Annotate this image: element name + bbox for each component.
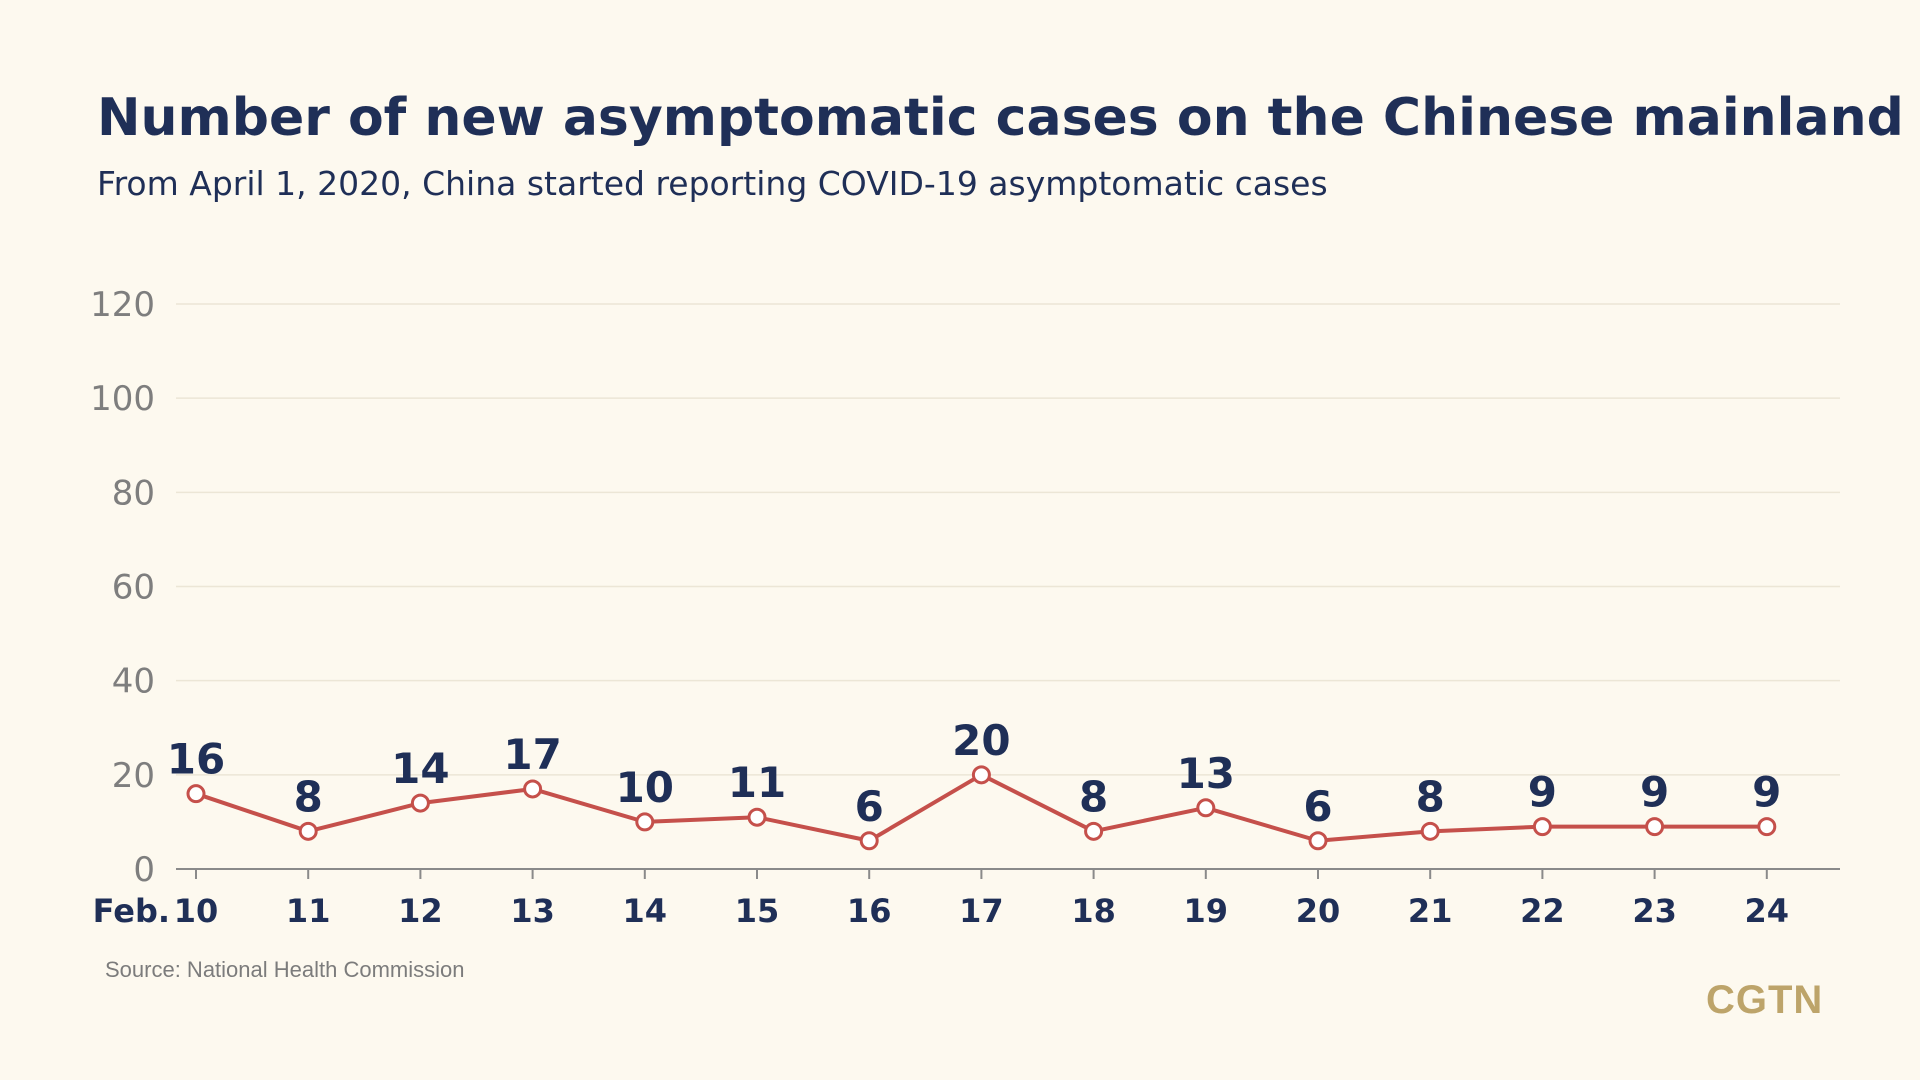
data-label-24: 9 [1752, 768, 1781, 817]
x-tick-label-13: 13 [510, 892, 555, 930]
x-tick-label-16: 16 [847, 892, 892, 930]
x-tick-label-15: 15 [735, 892, 780, 930]
data-label-19: 13 [1177, 749, 1235, 798]
x-axis [176, 868, 1840, 879]
data-point-10 [186, 784, 206, 804]
y-tick-label-80: 80 [112, 473, 155, 513]
data-point-14 [635, 812, 655, 832]
y-tick-label-0: 0 [133, 850, 155, 890]
data-point-18 [1084, 821, 1104, 841]
data-point-22 [1532, 817, 1552, 837]
chart-title: Number of new asymptomatic cases on the … [97, 88, 1904, 148]
data-label-18: 8 [1079, 772, 1108, 821]
data-label-20: 6 [1303, 782, 1332, 831]
brand-logo: CGTN [1706, 978, 1824, 1022]
data-point-24 [1757, 817, 1777, 837]
data-point-13 [523, 779, 543, 799]
data-point-17 [971, 765, 991, 785]
x-axis-month-prefix: Feb. [93, 892, 170, 930]
data-label-12: 14 [391, 744, 449, 793]
data-label-17: 20 [952, 716, 1010, 765]
series-cases [186, 765, 1777, 851]
x-tick-label-22: 22 [1520, 892, 1565, 930]
x-tick-label-18: 18 [1071, 892, 1116, 930]
x-tick-label-21: 21 [1408, 892, 1453, 930]
y-tick-label-20: 20 [112, 756, 155, 796]
x-axis-ticks: 10 11 12 13 14 15 16 17 18 19 20 21 22 23 24 Feb. [93, 892, 1789, 930]
x-tick-label-23: 23 [1632, 892, 1677, 930]
data-point-21 [1420, 821, 1440, 841]
data-label-14: 10 [616, 763, 674, 812]
x-tick-label-10: 10 [174, 892, 219, 930]
data-label-11: 8 [294, 772, 323, 821]
y-axis-ticks: 0 20 40 60 80 100 120 [90, 285, 155, 890]
data-label-10: 16 [167, 735, 225, 784]
data-label-16: 6 [855, 782, 884, 831]
x-tick-label-12: 12 [398, 892, 443, 930]
y-tick-label-60: 60 [112, 568, 155, 608]
data-point-19 [1196, 798, 1216, 818]
chart-subtitle: From April 1, 2020, China started report… [97, 164, 1328, 203]
data-point-23 [1645, 817, 1665, 837]
x-tick-label-11: 11 [286, 892, 331, 930]
x-tick-label-24: 24 [1745, 892, 1790, 930]
data-point-16 [859, 831, 879, 851]
x-tick-label-20: 20 [1296, 892, 1341, 930]
x-tick-label-17: 17 [959, 892, 1004, 930]
data-point-12 [410, 793, 430, 813]
y-tick-label-40: 40 [112, 662, 155, 702]
grid-lines [176, 303, 1840, 776]
data-label-13: 17 [503, 730, 561, 779]
y-tick-label-120: 120 [90, 285, 155, 325]
data-point-20 [1308, 831, 1328, 851]
source-note: Source: National Health Commission [105, 957, 465, 982]
data-labels: 16 8 14 17 10 11 6 20 8 13 6 8 9 9 9 [167, 716, 1782, 831]
data-label-23: 9 [1640, 768, 1669, 817]
data-label-22: 9 [1528, 768, 1557, 817]
data-label-21: 8 [1416, 772, 1445, 821]
data-point-11 [298, 821, 318, 841]
y-tick-label-100: 100 [90, 379, 155, 419]
data-point-15 [747, 807, 767, 827]
x-tick-label-19: 19 [1184, 892, 1229, 930]
x-tick-label-14: 14 [623, 892, 668, 930]
data-label-15: 11 [728, 758, 786, 807]
